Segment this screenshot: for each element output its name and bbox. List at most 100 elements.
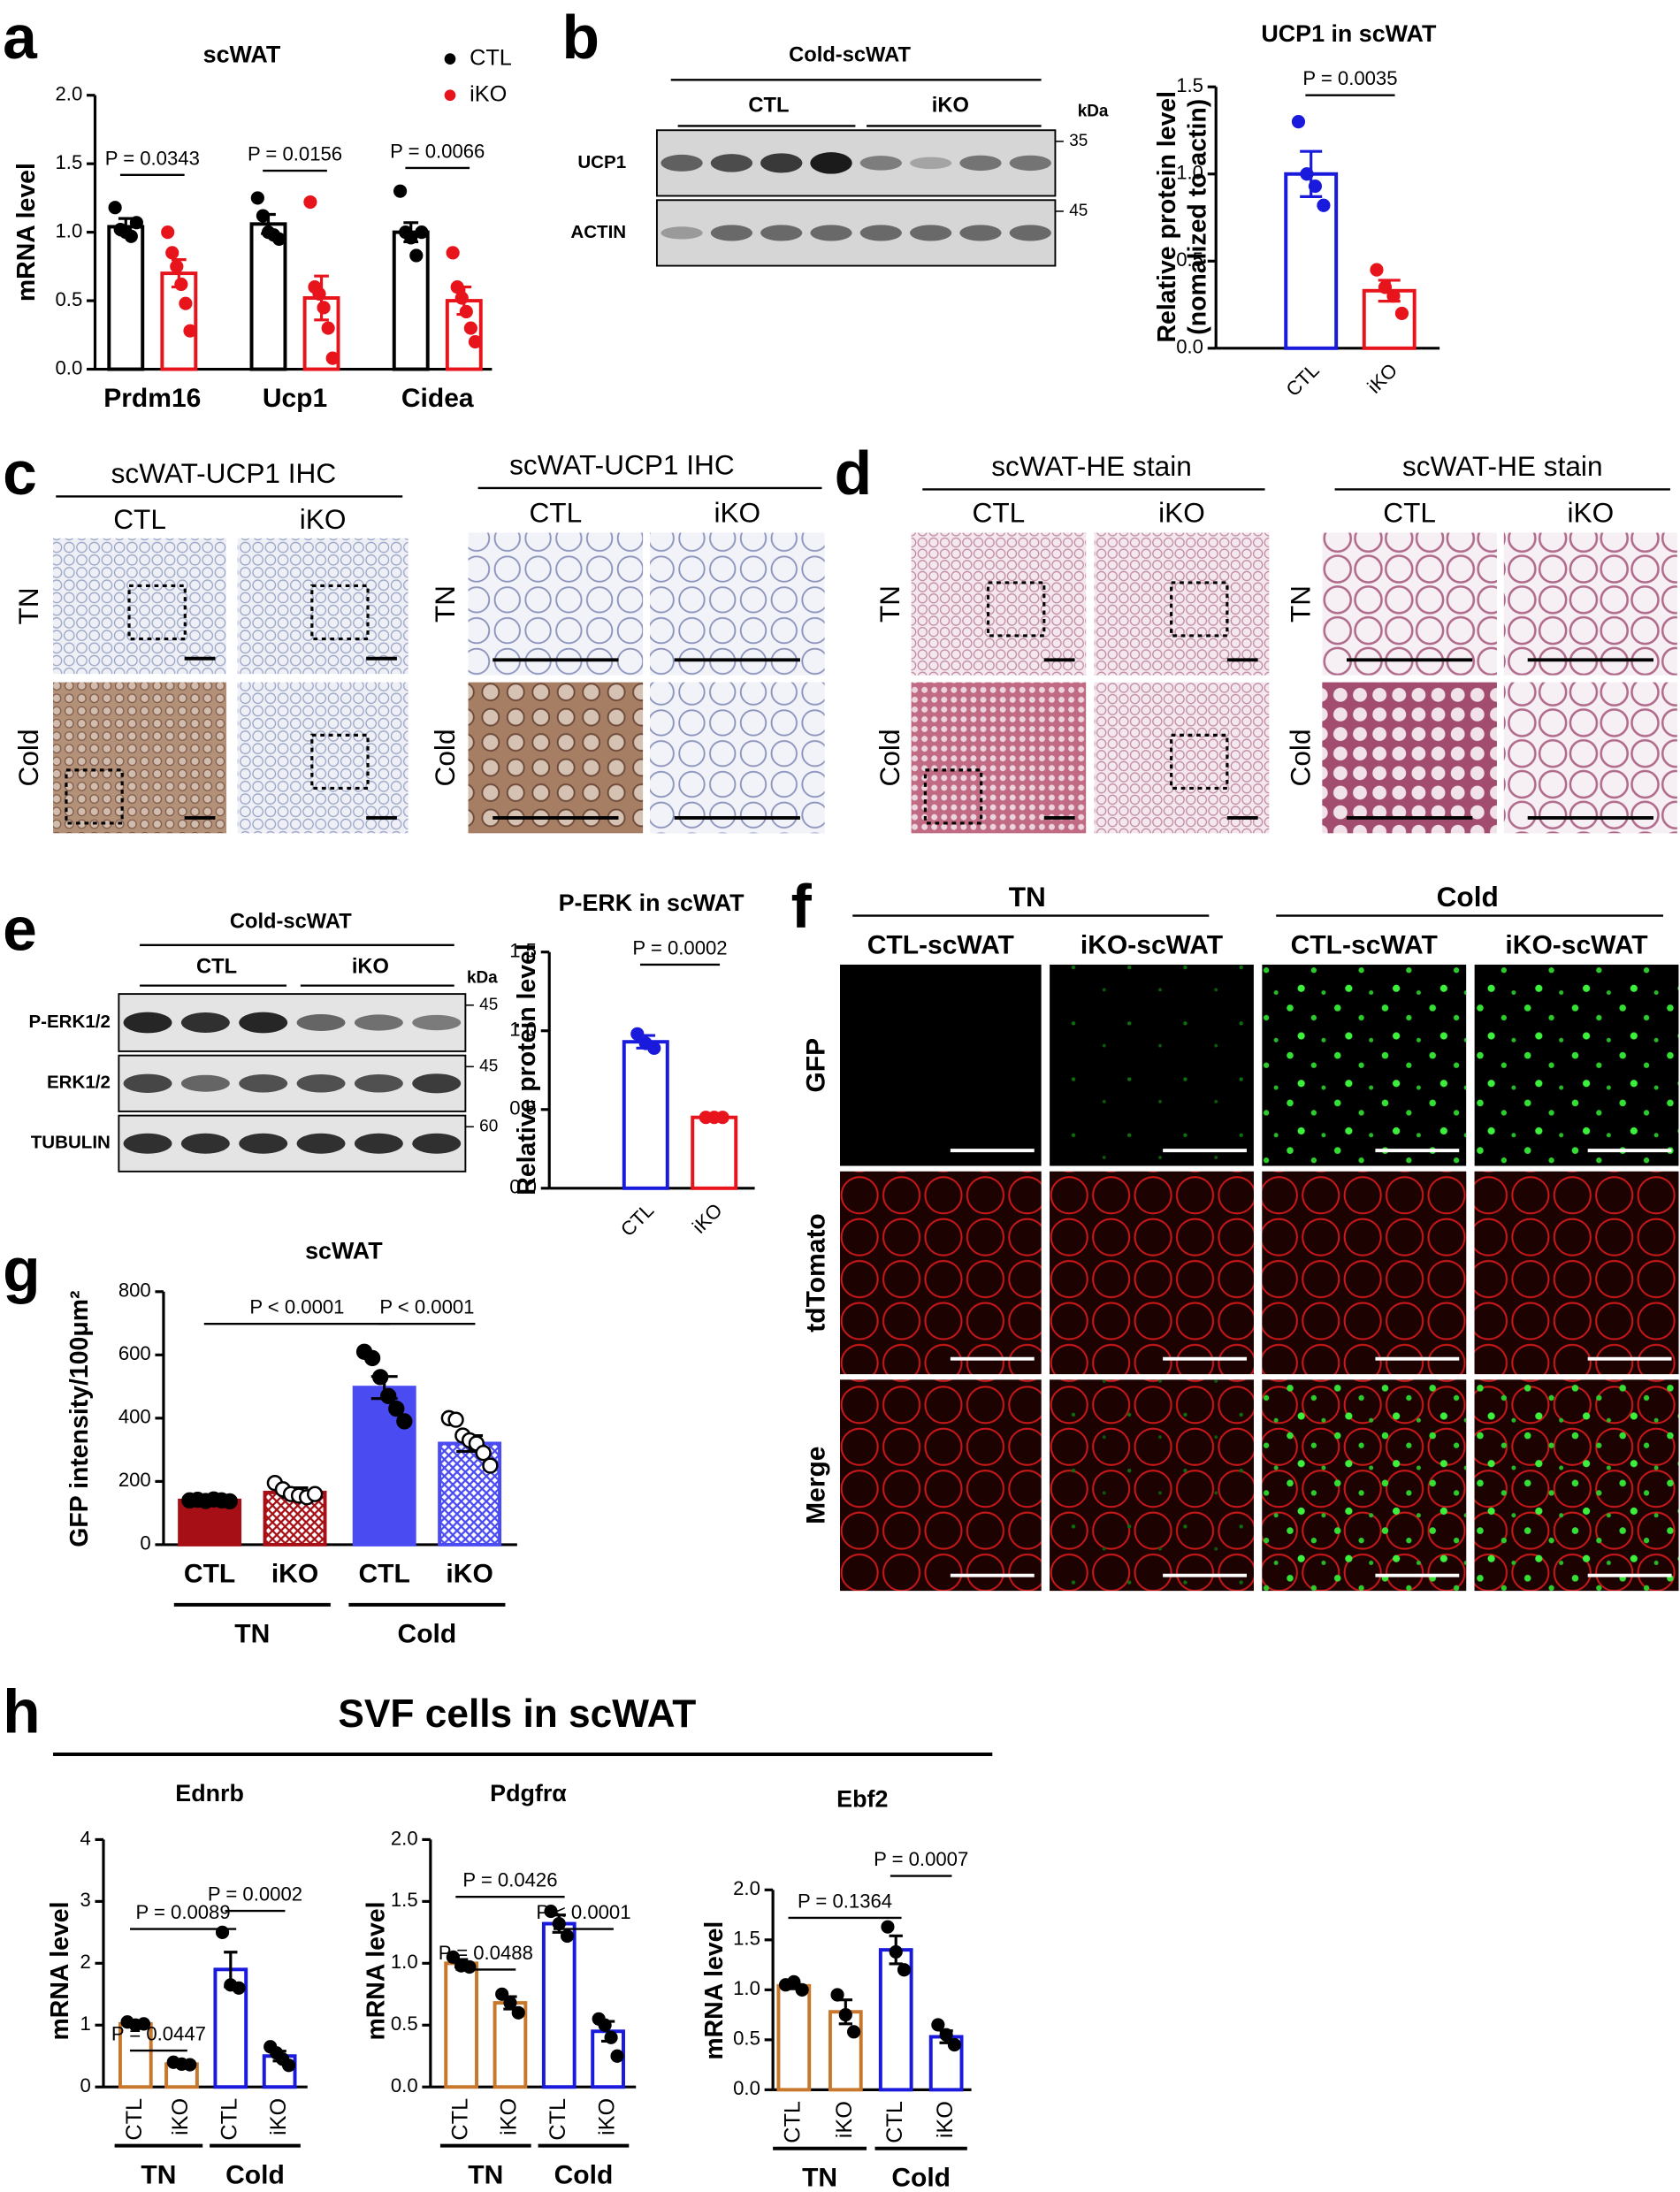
x-tick-label: iKO	[832, 2101, 857, 2138]
panel-label: f	[791, 872, 813, 941]
x-tick-label: Prdm16	[103, 384, 201, 413]
blot-band	[412, 1014, 462, 1031]
data-point	[446, 1950, 460, 1964]
blot-row-label: TUBULIN	[31, 1133, 111, 1153]
group-label: TN	[141, 2160, 176, 2189]
p-value: P = 0.0035	[1302, 67, 1397, 89]
blot-band	[239, 1133, 288, 1154]
y-tick-label: 0.0	[509, 1176, 537, 1198]
data-point	[415, 225, 429, 240]
x-tick-label: CTL	[882, 2101, 907, 2143]
p-value: P = 0.0007	[874, 1848, 968, 1870]
data-point	[380, 1387, 397, 1404]
panel-label: g	[3, 1235, 40, 1304]
row-label: TN	[874, 585, 905, 622]
y-tick-label: 0	[140, 1532, 150, 1554]
p-value: P = 0.0156	[248, 143, 342, 165]
row-label: TN	[1285, 585, 1317, 622]
data-point	[503, 1996, 517, 2010]
blot-group: iKO	[352, 955, 389, 978]
chart-title: Ednrb	[175, 1780, 244, 1806]
blot-row-label: P-ERK1/2	[28, 1012, 110, 1032]
bar	[352, 1386, 416, 1547]
micrograph-texture	[1474, 1379, 1679, 1592]
data-point	[250, 191, 264, 205]
y-tick-label: 200	[118, 1469, 151, 1491]
micrograph-texture	[1094, 532, 1270, 676]
p-value: P = 0.0066	[390, 140, 485, 162]
blot-band	[123, 1073, 172, 1093]
y-tick-label: 1	[80, 2013, 90, 2035]
panel-label: h	[3, 1677, 40, 1746]
p-value: P < 0.0001	[536, 1901, 630, 1923]
column-label: iKO	[1567, 496, 1614, 528]
data-point	[393, 184, 408, 198]
data-point	[647, 1041, 661, 1055]
micrograph-texture	[1094, 682, 1270, 834]
h-title: SVF cells in scWAT	[338, 1692, 696, 1736]
inset-box	[923, 768, 983, 825]
micrograph-texture	[1262, 1379, 1467, 1592]
blot-band	[296, 1073, 346, 1093]
micrograph-texture	[840, 1171, 1042, 1375]
data-point	[1317, 198, 1331, 212]
micrograph	[840, 964, 1042, 1166]
data-point	[604, 2030, 618, 2044]
row-label: tdTomato	[802, 1213, 831, 1332]
data-point	[947, 2037, 961, 2052]
data-point	[610, 2049, 624, 2063]
data-point	[838, 2008, 852, 2022]
bar	[1284, 172, 1339, 350]
x-tick-label: CTL	[546, 2098, 570, 2141]
y-tick-label: 1.0	[391, 1951, 418, 1973]
data-point	[1300, 167, 1314, 181]
blot-group: CTL	[196, 955, 237, 978]
column-label: iKO	[1158, 496, 1205, 528]
data-point	[1386, 289, 1401, 303]
x-tick-label: iKO	[271, 1560, 318, 1589]
group-label: Cold	[398, 1620, 457, 1649]
micrograph-texture	[911, 682, 1087, 834]
data-point	[371, 1369, 389, 1386]
micrograph-group: Cold	[1437, 881, 1499, 913]
data-point	[396, 1413, 413, 1430]
p-value: P = 0.0002	[208, 1883, 302, 1906]
y-tick-label: 1.5	[56, 151, 83, 173]
blot-band	[412, 1073, 462, 1094]
data-point	[183, 2058, 197, 2072]
chart-title: P-ERK in scWAT	[559, 890, 745, 916]
bar	[691, 1115, 738, 1190]
data-point	[1291, 115, 1306, 129]
blot-band	[1009, 225, 1051, 241]
data-point	[715, 1111, 729, 1125]
inset-box	[986, 581, 1046, 638]
data-point	[459, 304, 473, 319]
y-tick-label: 400	[118, 1406, 151, 1428]
data-point	[124, 229, 138, 243]
column-label: iKO-scWAT	[1081, 930, 1224, 959]
x-tick-label: iKO	[168, 2098, 193, 2135]
inset-box	[1170, 581, 1229, 638]
blot-group: CTL	[748, 95, 789, 118]
data-point	[630, 1027, 645, 1041]
blot-band	[123, 1133, 172, 1154]
row-label: Merge	[802, 1447, 831, 1524]
y-tick-label: 3	[80, 1889, 90, 1911]
blot-row-label: UCP1	[577, 152, 626, 172]
data-point	[446, 246, 460, 260]
row-label: GFP	[802, 1038, 831, 1093]
micrograph-texture	[1262, 1171, 1467, 1375]
group-label: TN	[234, 1620, 270, 1649]
micrograph-texture	[1322, 682, 1497, 834]
blot-band	[354, 1133, 403, 1154]
legend-marker	[444, 53, 456, 65]
column-label: iKO	[300, 503, 347, 535]
row-label: Cold	[12, 729, 44, 786]
data-point	[170, 259, 184, 273]
bar	[107, 225, 145, 371]
bar	[249, 222, 287, 371]
x-tick-label: CTL	[781, 2101, 806, 2143]
blot-band	[909, 157, 952, 170]
panel-label: a	[3, 3, 38, 72]
